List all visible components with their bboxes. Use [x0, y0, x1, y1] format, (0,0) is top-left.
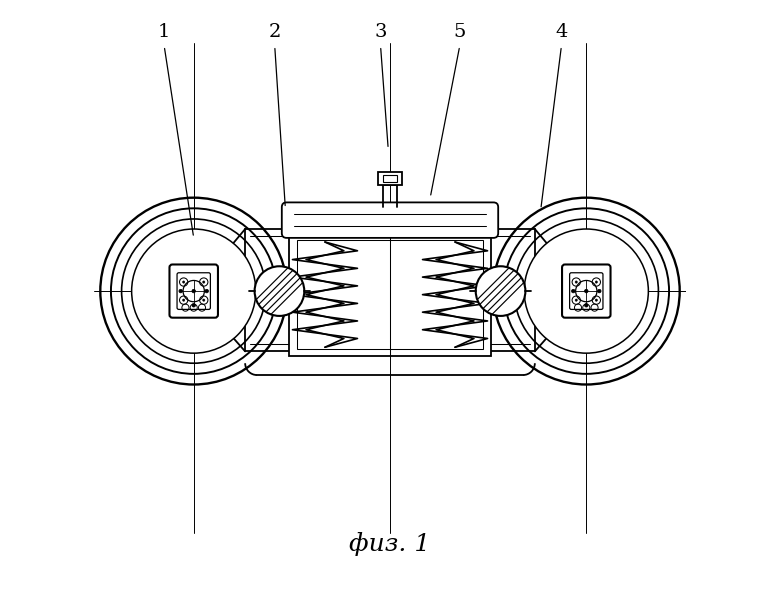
Circle shape	[595, 281, 597, 283]
Circle shape	[597, 289, 601, 293]
Circle shape	[476, 266, 526, 316]
Circle shape	[524, 229, 648, 353]
Text: физ. 1: физ. 1	[349, 532, 431, 556]
Circle shape	[595, 299, 597, 301]
Bar	[289, 233, 491, 356]
Bar	[378, 172, 402, 185]
FancyBboxPatch shape	[562, 264, 611, 318]
Circle shape	[203, 299, 205, 301]
Circle shape	[254, 266, 304, 316]
Circle shape	[192, 304, 196, 307]
Text: 1: 1	[158, 23, 170, 41]
Circle shape	[575, 281, 577, 283]
Bar	[296, 240, 484, 349]
Circle shape	[572, 289, 575, 293]
FancyBboxPatch shape	[282, 203, 498, 238]
Text: 4: 4	[555, 23, 568, 41]
Text: 2: 2	[268, 23, 281, 41]
Circle shape	[203, 281, 205, 283]
FancyBboxPatch shape	[169, 264, 218, 318]
Circle shape	[183, 299, 185, 301]
Circle shape	[179, 289, 183, 293]
Circle shape	[584, 304, 588, 307]
Circle shape	[192, 289, 196, 293]
Circle shape	[205, 289, 208, 293]
Circle shape	[575, 299, 577, 301]
Text: 5: 5	[454, 23, 466, 41]
Text: 3: 3	[374, 23, 387, 41]
Circle shape	[132, 229, 256, 353]
Circle shape	[584, 289, 588, 293]
Circle shape	[183, 281, 185, 283]
Bar	[383, 175, 397, 182]
